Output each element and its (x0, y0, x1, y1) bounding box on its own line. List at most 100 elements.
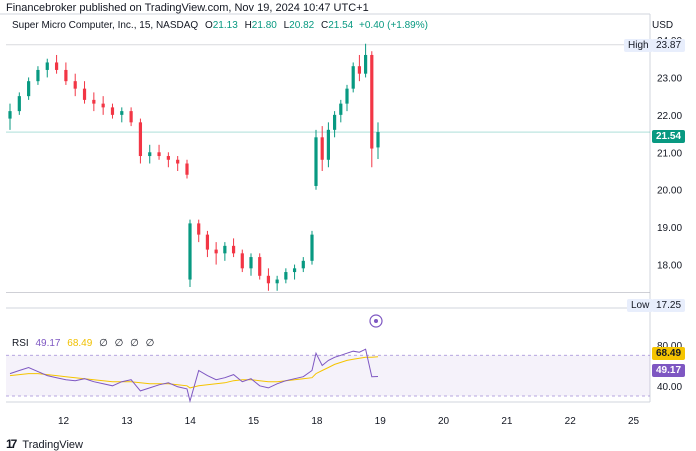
high-value-legend: 21.80 (251, 20, 277, 31)
rsi-band (6, 355, 650, 396)
change-value: +0.40 (+1.89%) (359, 20, 428, 31)
tradingview-wordmark: TradingView (22, 439, 83, 451)
candle-body (326, 129, 330, 160)
candle-body (370, 54, 374, 149)
price-tick-label: 19.00 (657, 223, 682, 234)
time-tick-label: 22 (565, 416, 577, 427)
candle-body (376, 132, 380, 148)
candle-body (176, 159, 180, 164)
time-tick-label: 14 (185, 416, 197, 427)
time-tick-label: 15 (248, 416, 260, 427)
candle-body (36, 69, 40, 82)
candle-body (101, 103, 105, 108)
candle-body (364, 54, 368, 74)
tradingview-logo-icon: 17 (6, 437, 17, 451)
candle-body (240, 253, 244, 269)
candle-body (249, 257, 253, 269)
candle-body (185, 163, 189, 175)
rsi-value: 49.17 (35, 338, 61, 349)
candle-body (92, 99, 96, 104)
candle-body (45, 62, 49, 70)
candle-body (120, 111, 124, 115)
tradingview-logo[interactable]: 17 TradingView (6, 437, 83, 451)
symbol-legend: Super Micro Computer, Inc., 15, NASDAQ O… (12, 20, 428, 31)
candle-body (292, 268, 297, 273)
candle-body (166, 156, 170, 160)
time-tick-label: 21 (501, 416, 513, 427)
candle-body (275, 279, 279, 284)
candle-body (17, 96, 21, 112)
time-tick-label: 20 (438, 416, 450, 427)
candle-body (284, 272, 288, 280)
candle-body (333, 114, 337, 130)
high-marker-label: High (624, 39, 653, 52)
candle-body (110, 107, 115, 115)
rsi-empty-4: ∅ (145, 338, 155, 349)
alert-circle-icon (369, 314, 383, 328)
candle-body (351, 66, 355, 89)
candle-body (314, 137, 318, 186)
rsi-legend: RSI 49.17 68.49 ∅ ∅ ∅ ∅ (12, 338, 154, 349)
candle-body (82, 88, 87, 100)
rsi-line (9, 348, 379, 404)
candle-body (73, 81, 77, 89)
candle-body (129, 111, 133, 123)
low-marker-value: 17.25 (652, 299, 686, 312)
rsi-tick-label: 80.00 (657, 341, 682, 352)
rsi-ma-value: 68.49 (67, 338, 93, 349)
candle-body (231, 245, 236, 254)
rsi-empty-1: ∅ (99, 338, 108, 349)
candle-body (197, 223, 201, 235)
symbol-name: Super Micro Computer, Inc., 15, NASDAQ (12, 20, 199, 31)
alert-circle-icon-dot (374, 319, 378, 323)
rsi-ma-tag: 68.49 (652, 347, 686, 360)
candle-body (320, 137, 324, 160)
rsi-ma-line (9, 356, 379, 389)
candle-body (157, 152, 161, 157)
price-tick-label: 21.00 (657, 148, 682, 159)
time-tick-label: 25 (628, 416, 640, 427)
currency-button[interactable]: USD (652, 20, 674, 31)
rsi-label: RSI (12, 338, 29, 349)
high-marker-value: 23.87 (652, 39, 686, 52)
candle-body (266, 275, 271, 284)
candle-body (188, 223, 192, 280)
time-tick-label: 12 (58, 416, 70, 427)
low-marker-label: Low (627, 299, 654, 312)
candle-body (339, 103, 343, 115)
rsi-tick-label: 40.00 (657, 382, 682, 393)
open-value: 21.13 (212, 20, 238, 31)
low-value-legend: 20.82 (289, 20, 315, 31)
open-label: O (204, 20, 213, 31)
candle-body (301, 260, 305, 269)
candle-body (310, 234, 314, 261)
candle-body (54, 62, 59, 70)
candle-body (205, 234, 210, 250)
price-tick-label: 18.00 (657, 261, 682, 272)
close-value: 21.54 (328, 20, 354, 31)
rsi-empty-3: ∅ (130, 338, 139, 349)
candle-body (8, 111, 12, 119)
price-tick-label: 22.00 (657, 111, 682, 122)
close-label: C (320, 20, 329, 31)
time-tick-label: 19 (375, 416, 387, 427)
candle-body (138, 122, 143, 157)
time-tick-label: 13 (121, 416, 133, 427)
candle-body (223, 245, 227, 254)
high-label: H (244, 20, 252, 31)
rsi-empty-2: ∅ (114, 338, 124, 349)
price-tick-label: 23.00 (657, 73, 682, 84)
candle-body (214, 249, 218, 254)
low-label: L (283, 20, 290, 31)
candle-body (357, 66, 361, 74)
rsi-value-tag: 49.17 (652, 364, 686, 377)
candle-body (148, 152, 152, 157)
candle-body (345, 88, 349, 104)
candle-body (64, 69, 68, 82)
last-price-tag: 21.54 (652, 130, 686, 143)
price-tick-label: 20.00 (657, 186, 682, 197)
candle-body (258, 257, 262, 276)
candle-body (27, 81, 31, 97)
time-tick-label: 18 (311, 416, 323, 427)
